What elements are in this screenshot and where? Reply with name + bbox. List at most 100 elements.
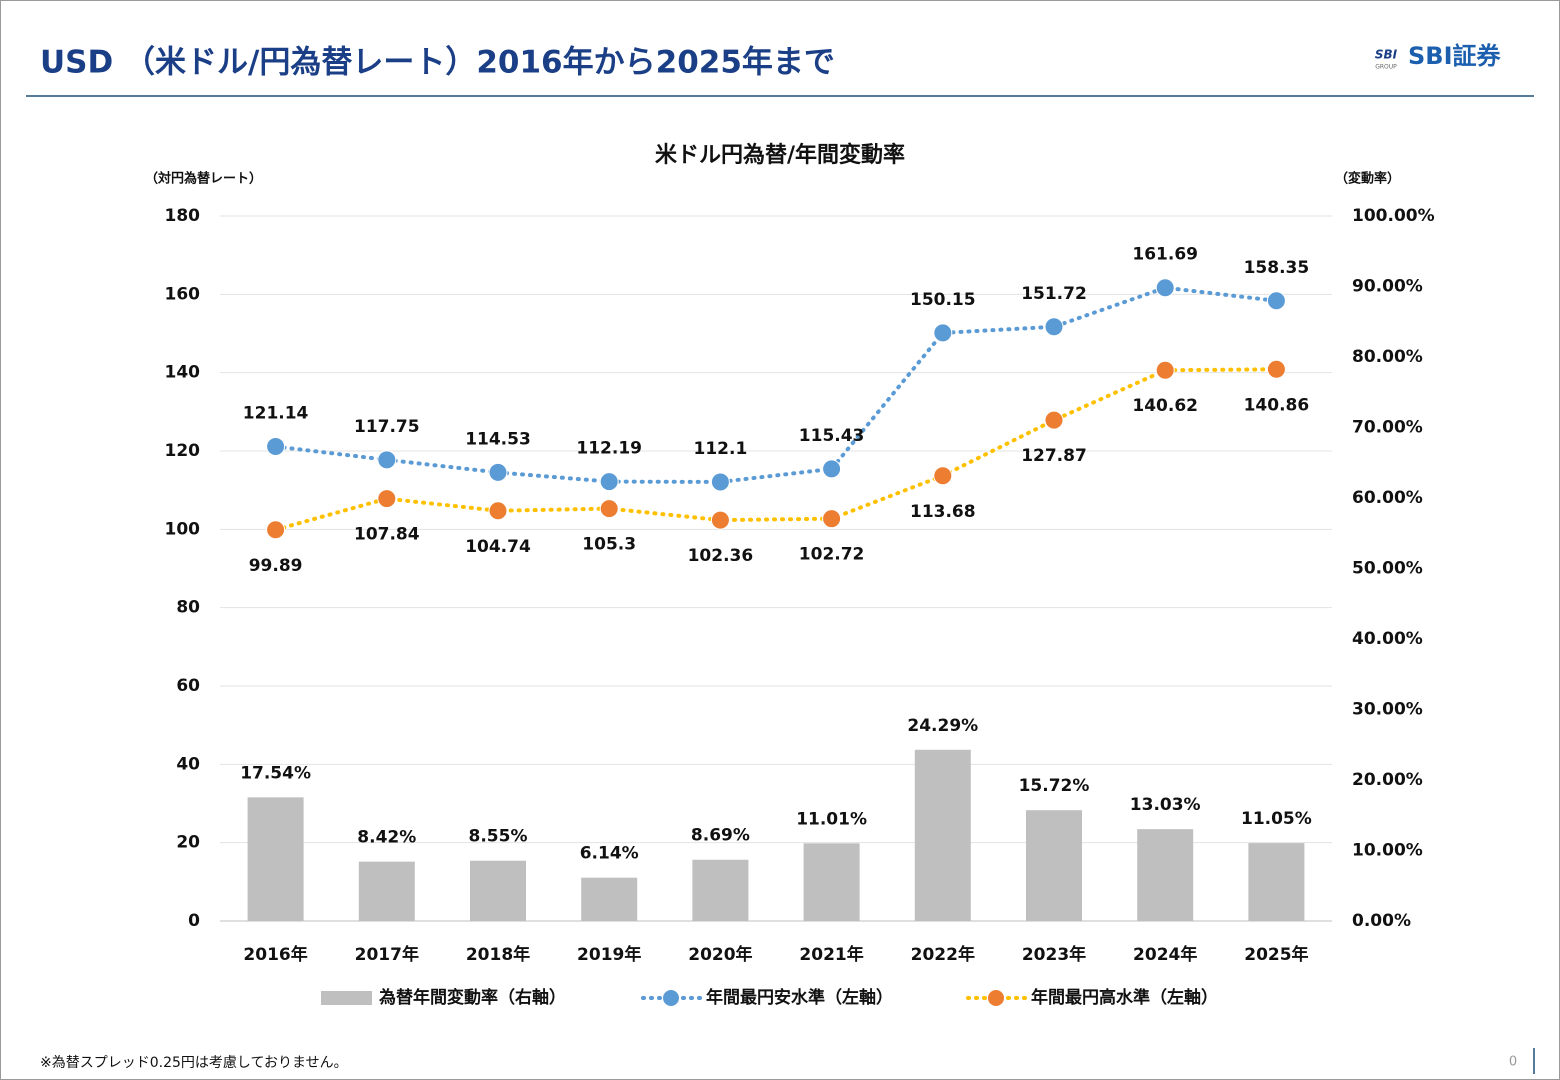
data-point (377, 489, 397, 509)
page-title: USD （米ドル/円為替レート）2016年から2025年まで (40, 45, 835, 81)
data-label: 105.3 (582, 535, 636, 555)
data-label: 114.53 (465, 429, 531, 449)
data-point (377, 450, 397, 470)
logo-mark: SBI (1375, 48, 1398, 62)
legend-label: 年間最円高水準（左軸） (1031, 987, 1218, 1008)
data-label: 107.84 (354, 525, 420, 545)
x-tick-label: 2024年 (1133, 944, 1197, 965)
data-label: 158.35 (1244, 258, 1310, 278)
y2-tick-label: 20.00% (1352, 770, 1423, 790)
bar-value-label: 8.55% (469, 827, 528, 847)
data-point (599, 472, 619, 492)
data-label: 151.72 (1021, 284, 1087, 304)
data-label: 115.43 (799, 426, 865, 446)
bar-value-label: 8.42% (357, 828, 416, 848)
y2-tick-label: 30.00% (1352, 700, 1423, 720)
data-label: 104.74 (465, 537, 531, 557)
bar (247, 797, 304, 921)
data-label: 113.68 (910, 502, 976, 522)
bar-value-label: 17.54% (240, 763, 311, 783)
x-tick-label: 2017年 (355, 944, 419, 965)
legend-marker (663, 990, 679, 1006)
data-point (488, 501, 508, 521)
data-label: 112.1 (694, 439, 748, 459)
y2-axis-label: （変動率） (1335, 171, 1400, 187)
y2-tick-label: 40.00% (1352, 629, 1423, 649)
y2-tick-label: 90.00% (1352, 277, 1423, 297)
data-point (1044, 317, 1064, 337)
data-point (1266, 291, 1286, 311)
x-tick-label: 2025年 (1244, 944, 1308, 965)
bar (1248, 843, 1305, 921)
y-tick-label: 100 (165, 519, 201, 539)
legend-marker (988, 990, 1004, 1006)
data-point (710, 472, 730, 492)
bar (581, 877, 638, 921)
bar (358, 861, 415, 921)
bar-value-label: 6.14% (580, 844, 639, 864)
data-point (1155, 360, 1175, 380)
legend-label: 為替年間変動率（右軸） (379, 987, 566, 1008)
data-label: 112.19 (576, 439, 642, 459)
data-label: 99.89 (249, 556, 303, 576)
x-tick-label: 2023年 (1022, 944, 1086, 965)
y2-tick-label: 60.00% (1352, 488, 1423, 508)
y2-tick-label: 10.00% (1352, 841, 1423, 861)
bar (1137, 829, 1194, 921)
chart-title: 米ドル円為替/年間変動率 (655, 142, 905, 168)
y-tick-label: 0 (188, 911, 200, 931)
legend-swatch (321, 991, 372, 1005)
x-tick-label: 2022年 (911, 944, 975, 965)
data-label: 140.62 (1132, 396, 1198, 416)
data-point (488, 462, 508, 482)
bar (692, 859, 749, 921)
y2-tick-label: 50.00% (1352, 559, 1423, 579)
series-line (273, 367, 1279, 532)
footnote: ※為替スプレッド0.25円は考慮しておりません。 (40, 1055, 348, 1071)
data-point (822, 459, 842, 479)
data-point (710, 510, 730, 530)
data-label: 121.14 (243, 404, 309, 424)
data-point (599, 499, 619, 519)
x-tick-label: 2018年 (466, 944, 530, 965)
bar-value-label: 24.29% (907, 716, 978, 736)
data-label: 127.87 (1021, 446, 1087, 466)
y-axis-label: （対円為替レート） (145, 171, 262, 187)
y-tick-label: 20 (176, 833, 200, 853)
y-tick-label: 120 (165, 441, 201, 461)
data-label: 102.36 (688, 546, 754, 566)
bar (470, 860, 526, 921)
y-tick-label: 40 (176, 754, 200, 774)
y2-tick-label: 70.00% (1352, 418, 1423, 438)
bar-value-label: 8.69% (691, 826, 750, 846)
bar (914, 749, 971, 921)
logo-sub: GROUP (1375, 64, 1397, 71)
y-tick-label: 180 (165, 206, 201, 226)
bar (803, 843, 860, 921)
logo: SBI証券 (1408, 42, 1502, 70)
x-tick-label: 2021年 (799, 944, 863, 965)
y-tick-label: 160 (165, 284, 201, 304)
page-number: 0 (1509, 1055, 1517, 1070)
bar (1026, 810, 1082, 921)
x-tick-label: 2019年 (577, 944, 641, 965)
y-tick-label: 80 (176, 598, 200, 618)
bar-value-label: 11.05% (1241, 809, 1312, 829)
series-line (273, 285, 1279, 484)
x-tick-label: 2016年 (243, 944, 307, 965)
legend-label: 年間最円安水準（左軸） (706, 987, 893, 1008)
x-tick-label: 2020年 (688, 944, 752, 965)
data-point (1155, 278, 1175, 298)
bar-value-label: 13.03% (1130, 795, 1201, 815)
data-point (266, 437, 286, 457)
y2-tick-label: 80.00% (1352, 347, 1423, 367)
data-point (266, 520, 286, 540)
data-label: 150.15 (910, 290, 976, 310)
data-point (822, 509, 842, 529)
bar-value-label: 15.72% (1019, 776, 1090, 796)
y2-tick-label: 100.00% (1352, 206, 1435, 226)
data-label: 117.75 (354, 417, 420, 437)
data-point (933, 323, 953, 343)
